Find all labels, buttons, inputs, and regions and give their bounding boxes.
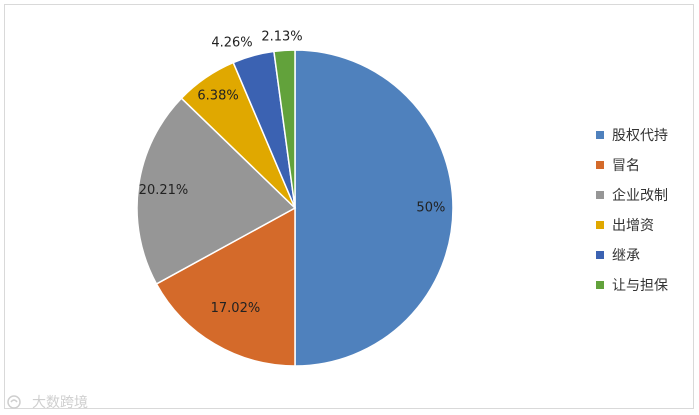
pie-labels: 50% 17.02% 20.21% 6.38% 4.26% 2.13%: [139, 30, 446, 317]
legend-swatch: [596, 251, 604, 259]
legend-label: 继承: [612, 248, 640, 264]
legend-swatch: [596, 281, 604, 289]
legend-item: 股权代持: [596, 120, 668, 150]
legend-item: 企业改制: [596, 180, 668, 210]
pie-label-1: 50%: [416, 201, 445, 216]
legend-item: 让与担保: [596, 270, 668, 300]
watermark-logo-icon: [7, 395, 21, 409]
pie-label-4: 6.38%: [197, 89, 238, 104]
pie-label-3: 20.21%: [139, 183, 189, 198]
legend-label: 让与担保: [612, 278, 668, 294]
watermark: 大数跨境: [6, 392, 88, 412]
legend-item: 继承: [596, 240, 668, 270]
legend-swatch: [596, 191, 604, 199]
pie-slice-1: [294, 49, 454, 367]
pie-slice-6: [273, 49, 296, 209]
legend-label: 出增资: [612, 218, 654, 234]
watermark-text: 大数跨境: [32, 395, 88, 411]
pie-label-6: 2.13%: [261, 30, 302, 45]
legend-swatch: [596, 221, 604, 229]
pie-slices: [136, 49, 454, 367]
legend-swatch: [596, 131, 604, 139]
legend-label: 企业改制: [612, 188, 668, 204]
pie-label-5: 4.26%: [211, 36, 252, 51]
legend: 股权代持冒名企业改制出增资继承让与担保: [596, 120, 668, 300]
legend-label: 股权代持: [612, 128, 668, 144]
legend-item: 出增资: [596, 210, 668, 240]
legend-label: 冒名: [612, 158, 640, 174]
legend-item: 冒名: [596, 150, 668, 180]
pie-label-2: 17.02%: [211, 301, 261, 316]
legend-swatch: [596, 161, 604, 169]
pie-slice-2: [155, 206, 296, 367]
pie-slice-3: [136, 97, 297, 285]
